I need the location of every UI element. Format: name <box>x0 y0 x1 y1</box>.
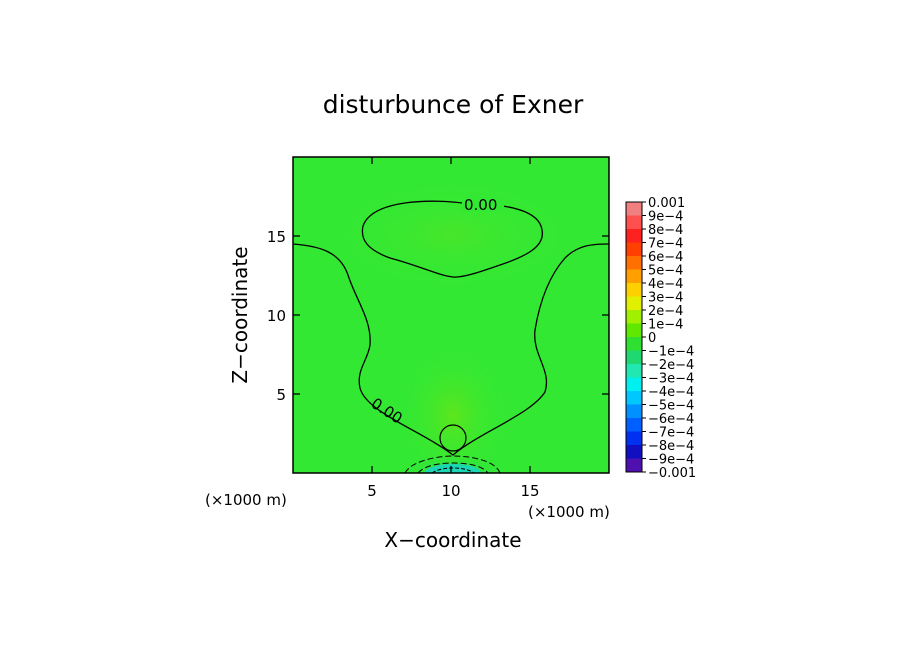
upper-anomaly-region <box>333 180 573 290</box>
contour-label-upper: 0.00 <box>464 196 497 214</box>
y-axis-label: Z−coordinate <box>228 246 252 383</box>
colorbar-label: 9e−4 <box>648 210 683 225</box>
colorbar-label: −1e−4 <box>648 345 694 360</box>
colorbar-label: −5e−4 <box>648 399 694 414</box>
colorbar-label: −2e−4 <box>648 358 694 373</box>
colorbar-swatch <box>626 458 642 473</box>
colorbar-label: 1e−4 <box>648 318 683 333</box>
x-tick-label: 10 <box>441 482 460 500</box>
contour-line-negative-inner <box>417 462 489 473</box>
colorbar-swatch <box>626 242 642 257</box>
colorbar-swatch <box>626 283 642 297</box>
colorbar-swatch <box>626 215 642 230</box>
contour-label-bg-1 <box>462 195 504 212</box>
y-axis-ticks: 5 10 15 <box>267 228 609 404</box>
warm-bubble-region <box>398 345 508 473</box>
colorbar-label: 8e−4 <box>648 223 683 238</box>
x-unit-label: (×1000 m) <box>528 503 610 521</box>
colorbar-label: −7e−4 <box>648 426 694 441</box>
colorbar-label: −0.001 <box>648 466 696 481</box>
colorbar-label: −3e−4 <box>648 372 694 387</box>
colorbar-swatch <box>626 431 642 446</box>
colorbar-swatch <box>626 404 642 419</box>
colorbar-swatch <box>626 229 642 243</box>
colorbar-label: −9e−4 <box>648 453 694 468</box>
contour-line-negative-outer <box>404 455 501 473</box>
x-axis-label: X−coordinate <box>384 528 521 552</box>
colorbar-label: 7e−4 <box>648 237 683 252</box>
colorbar-label: −8e−4 <box>648 439 694 454</box>
colorbar-swatch <box>626 391 642 405</box>
y-tick-label: 15 <box>267 228 286 246</box>
x-tick-label: 5 <box>367 482 377 500</box>
contour-line-upper <box>361 200 543 278</box>
y-unit-label: (×1000 m) <box>205 491 287 509</box>
colorbar-label: 2e−4 <box>648 304 683 319</box>
contour-line-main <box>293 243 609 456</box>
chart-title: disturbunce of Exner <box>323 90 584 119</box>
colorbar-label: 6e−4 <box>648 250 683 265</box>
surface-low-core <box>425 464 481 473</box>
contour-line-negative-core <box>431 467 475 473</box>
colorbar: 0.0019e−48e−47e−46e−45e−44e−43e−42e−41e−… <box>625 196 696 481</box>
colorbar-swatch <box>626 202 642 216</box>
colorbar-label: 0 <box>648 331 656 346</box>
colorbar-swatch <box>626 364 642 378</box>
colorbar-swatch <box>626 445 642 459</box>
colorbar-label: 0.001 <box>648 196 685 211</box>
colorbar-label: −6e−4 <box>648 412 694 427</box>
x-axis-ticks: 5 10 15 <box>367 157 540 500</box>
colorbar-swatch <box>626 269 642 284</box>
colorbar-swatch <box>626 296 642 311</box>
colorbar-swatch <box>626 323 642 338</box>
colorbar-swatch <box>626 377 642 392</box>
colorbar-label: 3e−4 <box>648 291 683 306</box>
colorbar-label: 4e−4 <box>648 277 683 292</box>
y-tick-label: 5 <box>276 386 286 404</box>
contour-line-bubble <box>439 424 467 452</box>
colorbar-swatch <box>626 256 642 270</box>
heatmap-field: 0.00 0.00 <box>293 157 609 473</box>
colorbar-swatch <box>626 418 642 432</box>
colorbar-swatch <box>626 350 642 365</box>
x-tick-label: 15 <box>520 482 539 500</box>
colorbar-label: 5e−4 <box>648 264 683 279</box>
colorbar-label: −4e−4 <box>648 385 694 400</box>
colorbar-swatch <box>626 310 642 324</box>
y-tick-label: 10 <box>267 307 286 325</box>
colorbar-swatch <box>626 337 642 351</box>
